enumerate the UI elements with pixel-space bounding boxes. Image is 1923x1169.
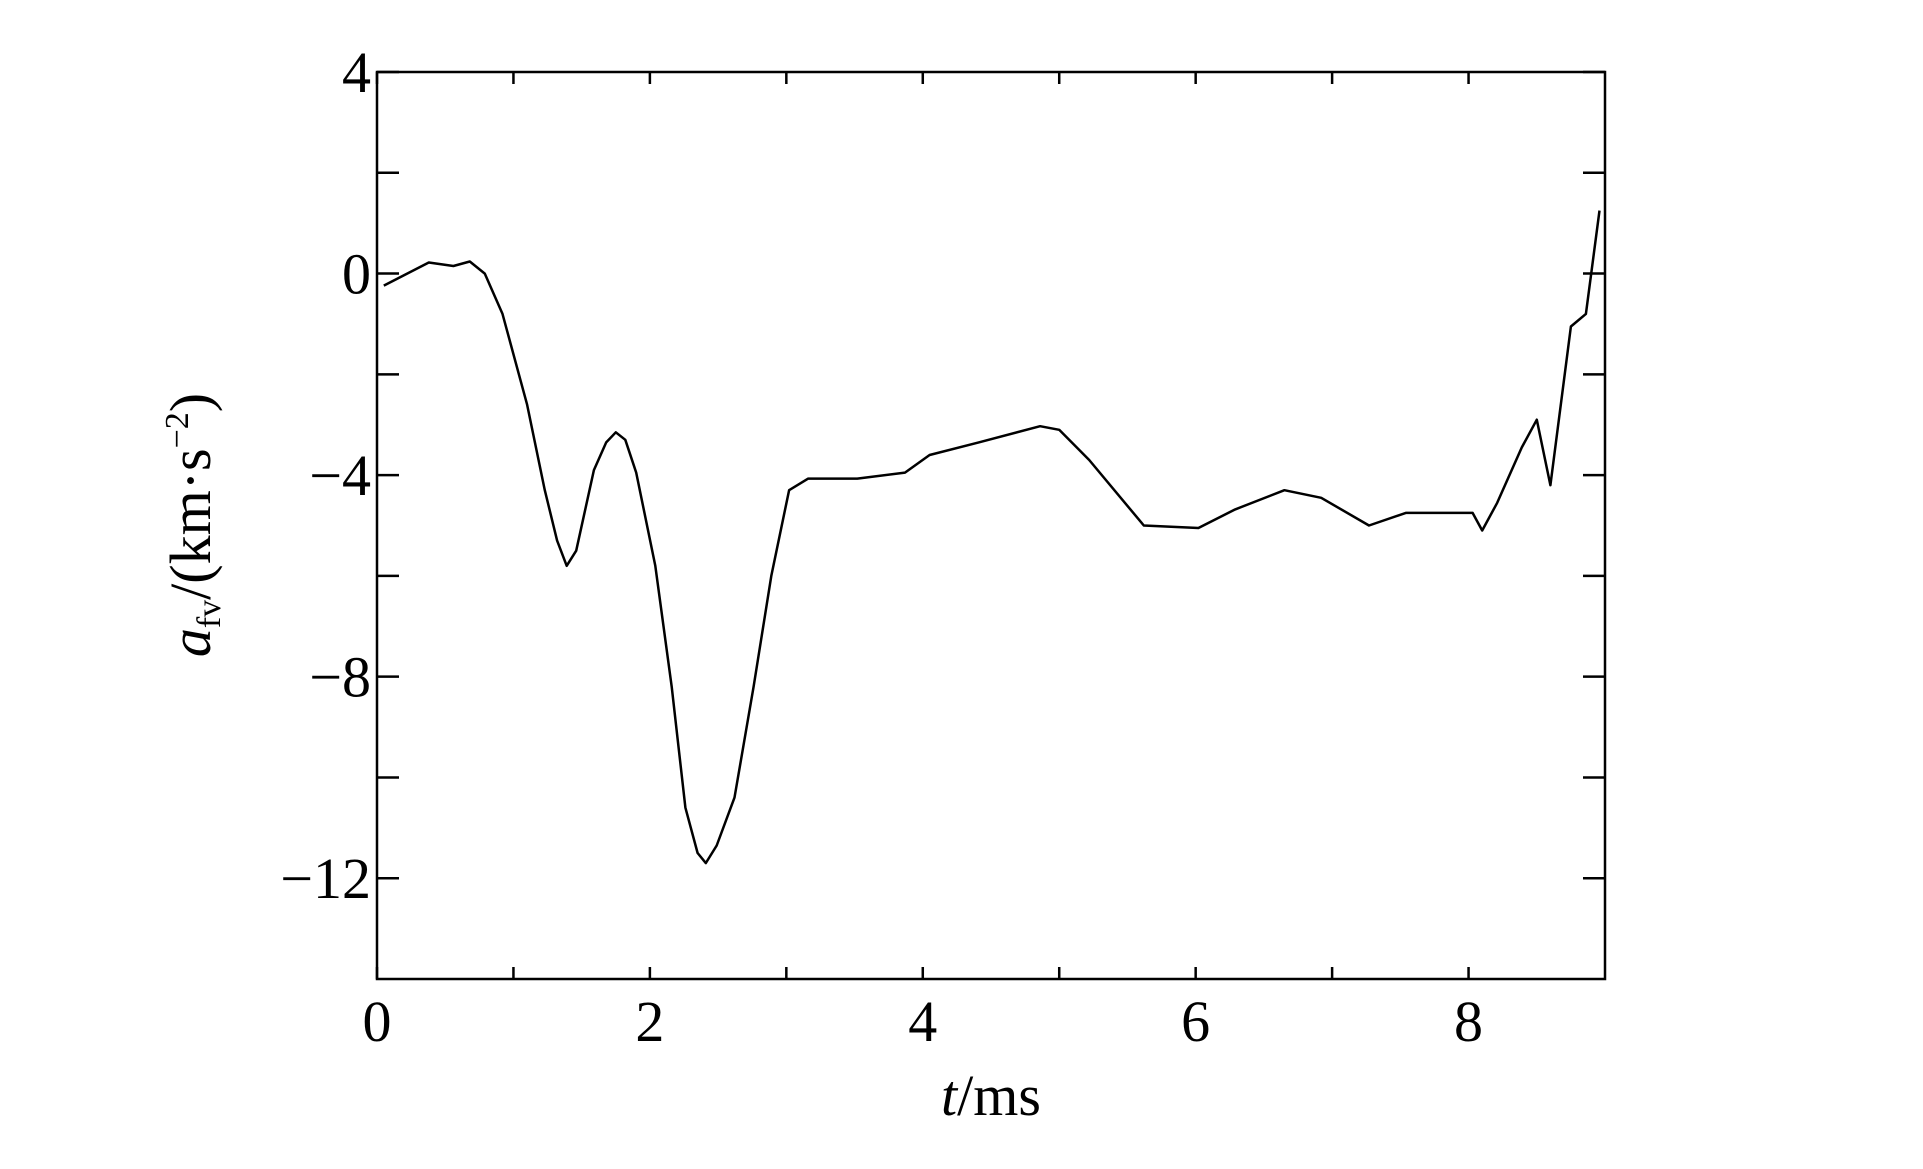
y-tick-label: −12 — [280, 846, 371, 911]
y-tick-label: −4 — [309, 443, 371, 508]
x-axis-label-unit: /ms — [957, 1063, 1041, 1128]
x-tick-label: 6 — [1181, 989, 1210, 1054]
y-axis-label-close: ) — [158, 393, 223, 412]
x-axis-label-var: t — [941, 1063, 959, 1128]
x-tick-label: 0 — [363, 989, 392, 1054]
y-axis-label-sub: fv — [191, 600, 228, 628]
x-tick-label: 8 — [1454, 989, 1483, 1054]
x-tick-label: 2 — [635, 989, 664, 1054]
y-axis-label: afv/(km·s−2) — [158, 393, 228, 657]
y-tick-label: 0 — [342, 242, 371, 307]
tick-labels: 0 2 4 6 8 4 0 −4 −8 −12 — [280, 40, 1483, 1054]
series-line — [383, 210, 1601, 865]
x-tick-label: 4 — [908, 989, 937, 1054]
y-axis-label-var: a — [158, 628, 223, 657]
y-axis-label-sup: −2 — [159, 412, 196, 448]
y-axis-label-unit: /(km·s — [158, 448, 223, 599]
y-tick-label: 4 — [342, 40, 371, 105]
x-axis-label: t/ms — [941, 1063, 1041, 1128]
axis-ticks — [375, 70, 1605, 979]
y-tick-label: −8 — [309, 645, 371, 710]
plot-frame — [375, 70, 1607, 981]
